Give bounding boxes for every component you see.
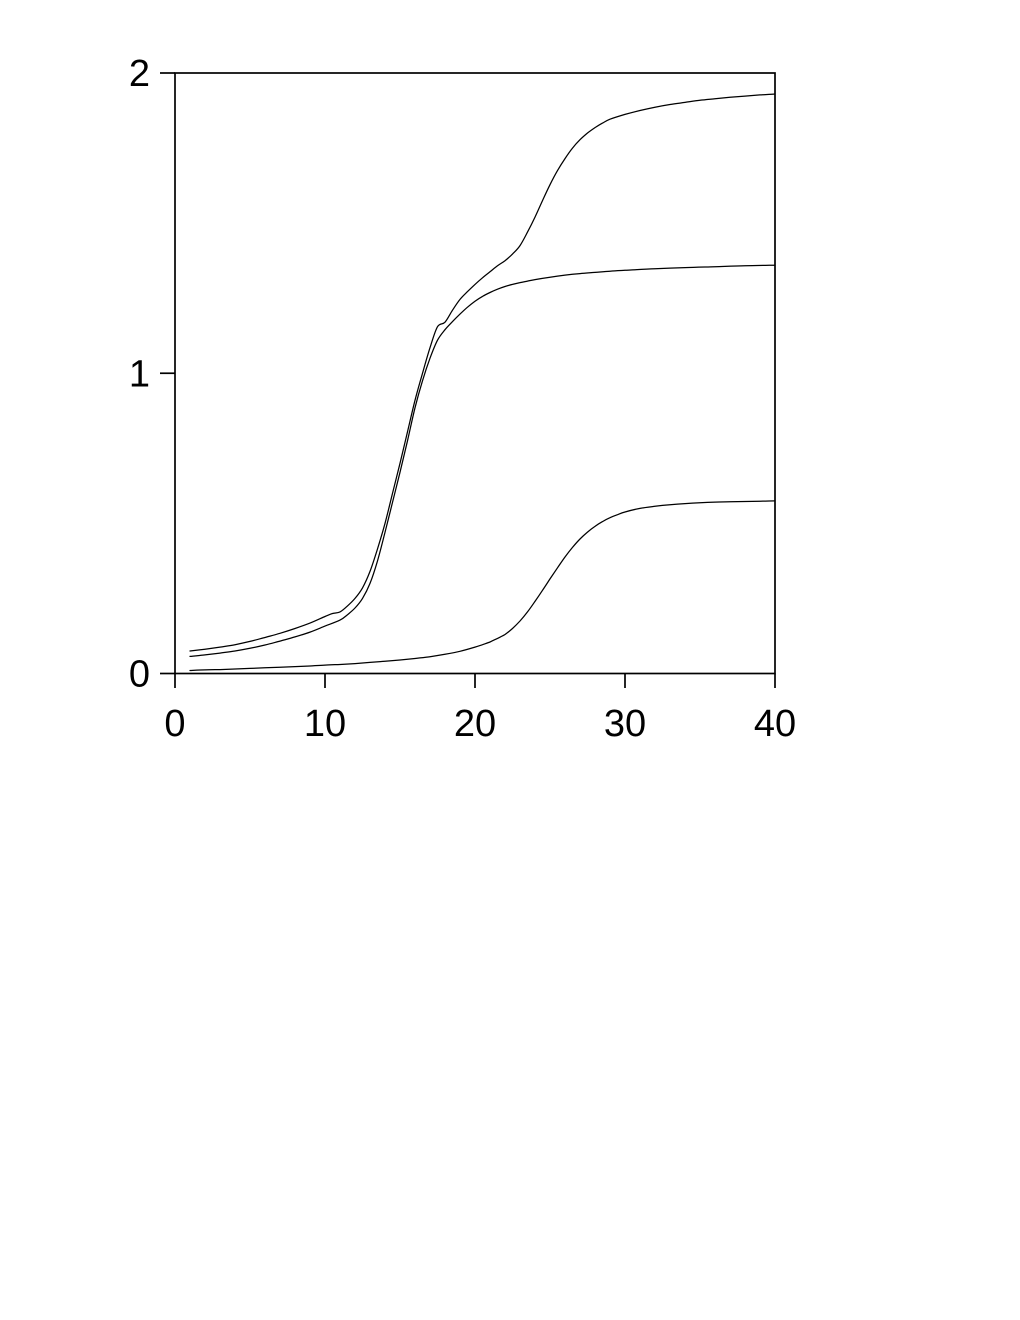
axis-tick-labels: 0 10 20 30 40 0 1 2 <box>129 53 796 745</box>
data-curves <box>189 93 776 672</box>
x-axis-tick-label: 30 <box>604 703 646 745</box>
plot-frame <box>174 72 776 675</box>
x-axis-tick-label: 0 <box>164 703 185 745</box>
y-axis-tick-label: 1 <box>129 353 150 395</box>
axis-ticks <box>160 72 776 688</box>
curve-lower-sigmoid-curve <box>189 500 776 672</box>
plot-box-border <box>174 72 776 675</box>
x-axis-tick-label: 10 <box>304 703 346 745</box>
x-axis-tick-label: 20 <box>454 703 496 745</box>
y-axis-tick-label: 0 <box>129 654 150 696</box>
y-axis-tick-label: 2 <box>129 53 150 95</box>
x-axis-tick-label: 40 <box>754 703 796 745</box>
curve-middle-sigmoid-curve <box>189 264 776 658</box>
curve-upper-double-sigmoid-curve <box>189 93 776 652</box>
